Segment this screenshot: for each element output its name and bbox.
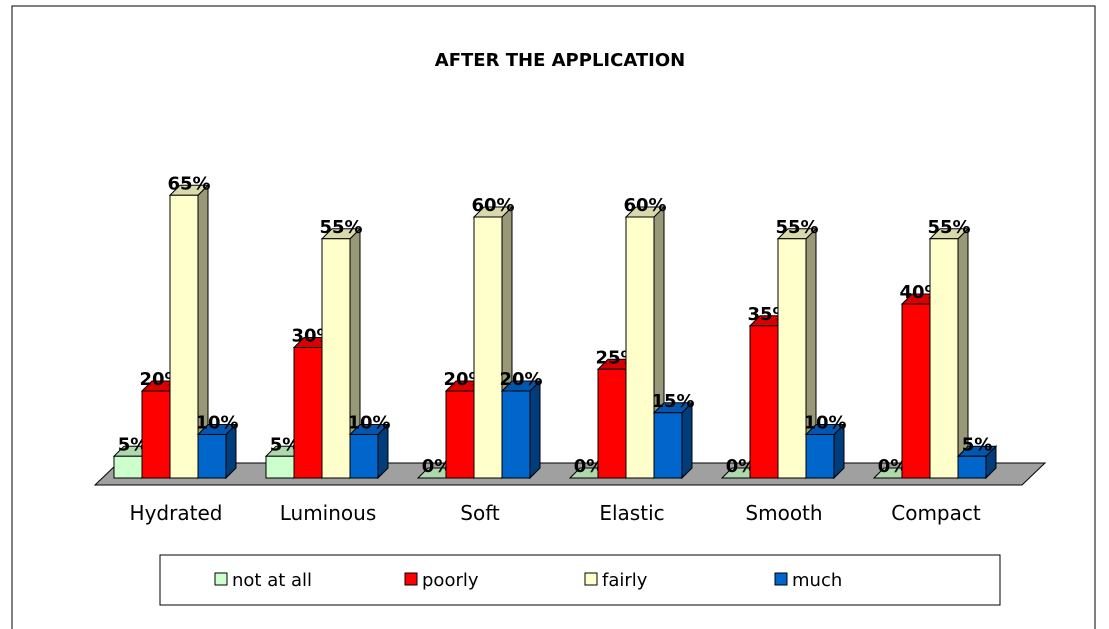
value-label: 0% (878, 456, 909, 477)
value-label: 5% (962, 434, 993, 455)
x-tick-label: Elastic (599, 501, 664, 525)
value-label: 0% (726, 456, 757, 477)
legend-label: poorly (422, 570, 479, 591)
x-tick-label: Soft (460, 501, 500, 525)
value-label: 10% (195, 413, 238, 434)
bar (625, 216, 655, 479)
value-label: 55% (927, 217, 970, 238)
legend-label: not at all (232, 570, 312, 591)
x-tick-label: Compact (891, 501, 981, 525)
legend-label: fairly (602, 570, 648, 591)
legend-swatch (404, 572, 418, 586)
value-label: 5% (270, 434, 301, 455)
bar (321, 238, 351, 479)
value-label: 0% (574, 456, 605, 477)
legend-box (159, 554, 1001, 606)
value-label: 60% (471, 195, 514, 216)
value-label: 60% (623, 195, 666, 216)
value-label: 0% (422, 456, 453, 477)
bar (113, 455, 143, 479)
bar (169, 194, 199, 479)
value-label: 65% (167, 173, 210, 194)
bar (597, 368, 627, 479)
value-label: 10% (803, 413, 846, 434)
bar (653, 412, 683, 479)
value-label: 5% (118, 434, 149, 455)
chart-title: AFTER THE APPLICATION (435, 50, 685, 71)
bar (501, 390, 531, 479)
bar-side (529, 379, 541, 480)
value-label: 55% (775, 217, 818, 238)
value-label: 55% (319, 217, 362, 238)
value-label: 10% (347, 413, 390, 434)
bar (957, 455, 987, 479)
bar (445, 390, 475, 479)
bar (293, 347, 323, 479)
x-tick-label: Smooth (745, 501, 822, 525)
legend-swatch (584, 572, 598, 586)
value-label: 20% (499, 369, 542, 390)
bar (929, 238, 959, 479)
value-label: 15% (651, 391, 694, 412)
legend-label: much (792, 570, 842, 591)
legend-swatch (774, 572, 788, 586)
x-tick-label: Luminous (280, 501, 377, 525)
bar (805, 434, 835, 479)
bar (901, 303, 931, 479)
bar (349, 434, 379, 479)
legend-swatch (214, 572, 228, 586)
bar (197, 434, 227, 479)
bar (473, 216, 503, 479)
bar (141, 390, 171, 479)
bar (749, 325, 779, 479)
bar (777, 238, 807, 479)
x-tick-label: Hydrated (130, 501, 223, 525)
bar (265, 455, 295, 479)
bar-side (681, 401, 693, 480)
